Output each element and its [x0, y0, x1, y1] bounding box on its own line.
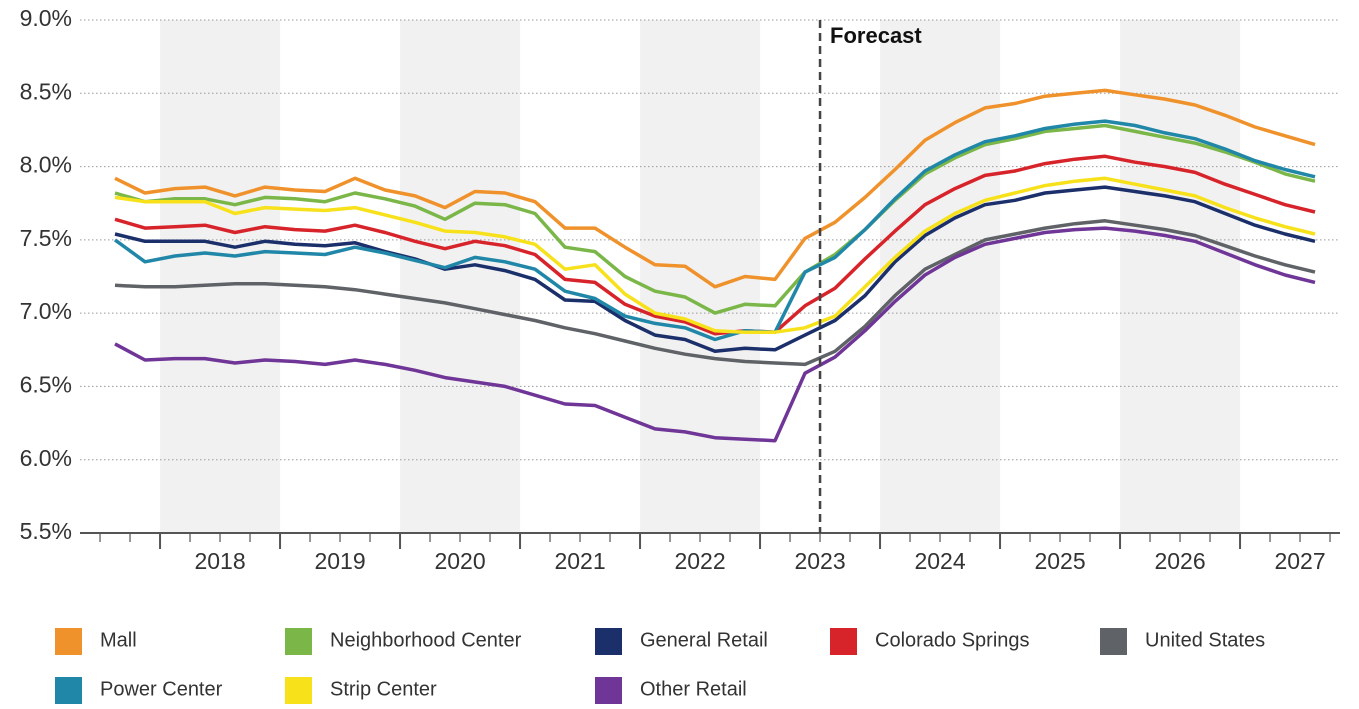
legend-label: United States	[1145, 629, 1265, 651]
x-tick-label: 2019	[314, 548, 365, 574]
year-band	[880, 20, 1001, 533]
series-line	[114, 226, 1316, 443]
year-band	[400, 20, 521, 533]
legend-label: Other Retail	[640, 678, 747, 700]
legend-swatch	[595, 677, 622, 704]
y-tick-label: 6.0%	[20, 445, 72, 471]
legend-swatch	[285, 677, 312, 704]
series-line	[114, 88, 1316, 289]
legend-label: General Retail	[640, 629, 768, 651]
x-tick-label: 2018	[194, 548, 245, 574]
legend-swatch	[595, 628, 622, 655]
legend-swatch	[830, 628, 857, 655]
x-tick-label: 2023	[794, 548, 845, 574]
legend-swatch	[1100, 628, 1127, 655]
y-tick-label: 6.5%	[20, 372, 72, 398]
series-line	[114, 176, 1316, 334]
legend: Mall Neighborhood Center General Retail Col…	[55, 628, 1265, 704]
x-tick-label: 2022	[674, 548, 725, 574]
legend-swatch	[285, 628, 312, 655]
legend-label: Power Center	[100, 678, 223, 700]
x-tick-label: 2025	[1034, 548, 1085, 574]
y-tick-label: 5.5%	[20, 518, 72, 544]
y-tick-label: 8.0%	[20, 152, 72, 178]
legend-label: Mall	[100, 629, 137, 651]
series-line	[114, 123, 1316, 315]
y-tick-label: 7.0%	[20, 298, 72, 324]
legend-label: Neighborhood Center	[330, 629, 522, 651]
y-tick-label: 8.5%	[20, 78, 72, 104]
series-line	[114, 154, 1316, 336]
x-tick-label: 2020	[434, 548, 485, 574]
x-tick-label: 2026	[1154, 548, 1205, 574]
year-bands	[160, 20, 1241, 533]
x-tick-label: 2021	[554, 548, 605, 574]
axes: 2018 2019 2020 2021 2022 2023 2024 2025 2026 2027…	[20, 5, 1340, 574]
year-band	[160, 20, 281, 533]
x-tick-label: 2027	[1274, 548, 1325, 574]
legend-label: Colorado Springs	[875, 629, 1030, 651]
year-band	[1120, 20, 1241, 533]
y-tick-label: 7.5%	[20, 225, 72, 251]
forecast-label: Forecast	[830, 23, 922, 48]
series-line	[114, 219, 1316, 367]
legend-swatch	[55, 628, 82, 655]
legend-swatch	[55, 677, 82, 704]
x-tick-label: 2024	[914, 548, 965, 574]
legend-label: Strip Center	[330, 678, 437, 700]
lines	[113, 88, 1316, 443]
y-tick-label: 9.0%	[20, 5, 72, 31]
series-line	[113, 119, 1316, 342]
series-line	[114, 185, 1316, 354]
